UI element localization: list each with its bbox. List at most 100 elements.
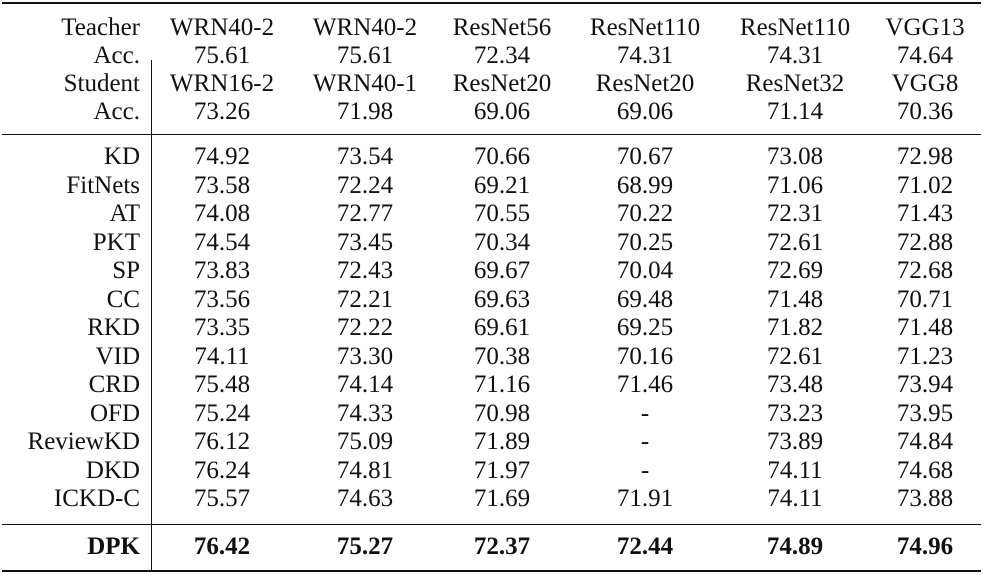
table-cell: - [640, 428, 650, 455]
table-cell: 73.95 [896, 399, 954, 427]
table-cell: 68.99 [616, 171, 674, 199]
table-cell: 74.14 [336, 371, 394, 398]
table-cell: ResNet56 [452, 14, 552, 41]
table-cell: 74.89 [766, 533, 824, 560]
table-cell: 72.69 [766, 257, 824, 284]
table-cell: 73.83 [193, 257, 251, 284]
table-cell: 75.24 [193, 399, 251, 427]
table-cell: 71.16 [473, 371, 531, 398]
table-cell: 76.12 [193, 428, 251, 455]
table-cell: 71.98 [336, 98, 394, 125]
table-cell: WRN40-2 [312, 14, 418, 41]
mid-rule [2, 524, 981, 525]
table-cell: WRN40-2 [169, 14, 275, 41]
table-cell: 74.31 [766, 42, 824, 69]
table-cell: 71.06 [766, 171, 824, 199]
row-label: SP [112, 257, 140, 284]
bottom-rule [2, 570, 981, 572]
row-label: AT [109, 200, 140, 227]
table-cell: 70.71 [896, 285, 954, 313]
table-cell: 74.31 [616, 42, 674, 69]
table-cell: 73.48 [766, 371, 824, 398]
table-cell: 70.55 [473, 200, 531, 227]
table-cell: 73.56 [193, 285, 251, 313]
table-cell: 74.11 [767, 456, 823, 484]
table-cell: 74.64 [896, 42, 954, 69]
row-label: Acc. [93, 42, 141, 69]
row-label: Acc. [93, 98, 141, 125]
table-cell: 73.88 [896, 485, 954, 512]
table-cell: 69.67 [473, 257, 531, 284]
table-cell: 72.34 [473, 42, 531, 69]
table-cell: 75.09 [336, 428, 394, 455]
table-cell: 74.11 [194, 342, 250, 370]
table-cell: 74.63 [336, 485, 394, 512]
table-cell: 73.94 [896, 371, 954, 398]
table-cell: 73.89 [766, 428, 824, 455]
table-cell: 72.61 [766, 228, 824, 256]
table-cell: ResNet110 [739, 14, 851, 41]
table-cell: ResNet20 [595, 70, 695, 97]
table-cell: 70.67 [616, 143, 674, 170]
table-cell: 72.61 [766, 342, 824, 370]
table-cell: 71.48 [896, 314, 954, 341]
top-rule [2, 2, 981, 4]
table-cell: WRN40-1 [312, 70, 418, 97]
table-cell: 75.48 [193, 371, 251, 398]
table-cell: 72.88 [896, 228, 954, 256]
row-label: Student [63, 70, 140, 97]
table-cell: 70.04 [616, 257, 674, 284]
row-label: CC [106, 285, 140, 313]
row-label: Teacher [61, 14, 140, 41]
table-cell: 72.21 [336, 285, 394, 313]
table-cell: 69.25 [616, 314, 674, 341]
table-cell: 74.92 [193, 143, 251, 170]
table-cell: 70.38 [473, 342, 531, 370]
row-label: ReviewKD [27, 428, 140, 455]
table-cell: 69.06 [616, 98, 674, 125]
table-cell: 71.97 [473, 456, 531, 484]
table-cell: 70.25 [616, 228, 674, 256]
table-cell: - [640, 456, 650, 484]
row-label: VID [95, 342, 140, 370]
table-cell: 73.23 [766, 399, 824, 427]
table-cell: ResNet110 [589, 14, 701, 41]
table-cell: 72.44 [616, 533, 674, 560]
table-cell: 75.61 [336, 42, 394, 69]
table-cell: 71.14 [766, 98, 824, 125]
table-cell: 74.68 [896, 456, 954, 484]
table-cell: - [640, 399, 650, 427]
table-cell: 72.43 [336, 257, 394, 284]
table-cell: 74.81 [336, 456, 394, 484]
table-cell: 71.48 [766, 285, 824, 313]
table-cell: 74.11 [767, 485, 823, 512]
table-cell: VGG13 [885, 14, 965, 41]
table-cell: 70.34 [473, 228, 531, 256]
table-cell: 70.98 [473, 399, 531, 427]
table-cell: 71.02 [896, 171, 954, 199]
table-cell: 76.24 [193, 456, 251, 484]
table-cell: 69.21 [473, 171, 531, 199]
table-cell: 73.08 [766, 143, 824, 170]
table-cell: 70.66 [473, 143, 531, 170]
table-cell: 70.36 [896, 98, 954, 125]
table-cell: 72.68 [896, 257, 954, 284]
table-cell: VGG8 [891, 70, 959, 97]
table-cell: 74.54 [193, 228, 251, 256]
table-cell: 74.33 [336, 399, 394, 427]
row-label: OFD [89, 399, 140, 427]
table-cell: 73.30 [336, 342, 394, 370]
table-cell: 71.89 [473, 428, 531, 455]
table-cell: 71.69 [473, 485, 531, 512]
table-cell: 75.57 [193, 485, 251, 512]
row-label: DPK [87, 533, 140, 560]
table-cell: ResNet20 [452, 70, 552, 97]
row-label: RKD [87, 314, 140, 341]
table-cell: 72.22 [336, 314, 394, 341]
table-cell: 73.58 [193, 171, 251, 199]
table-cell: 69.06 [473, 98, 531, 125]
row-label: KD [103, 143, 140, 170]
table-cell: 73.54 [336, 143, 394, 170]
table-cell: 75.61 [193, 42, 251, 69]
